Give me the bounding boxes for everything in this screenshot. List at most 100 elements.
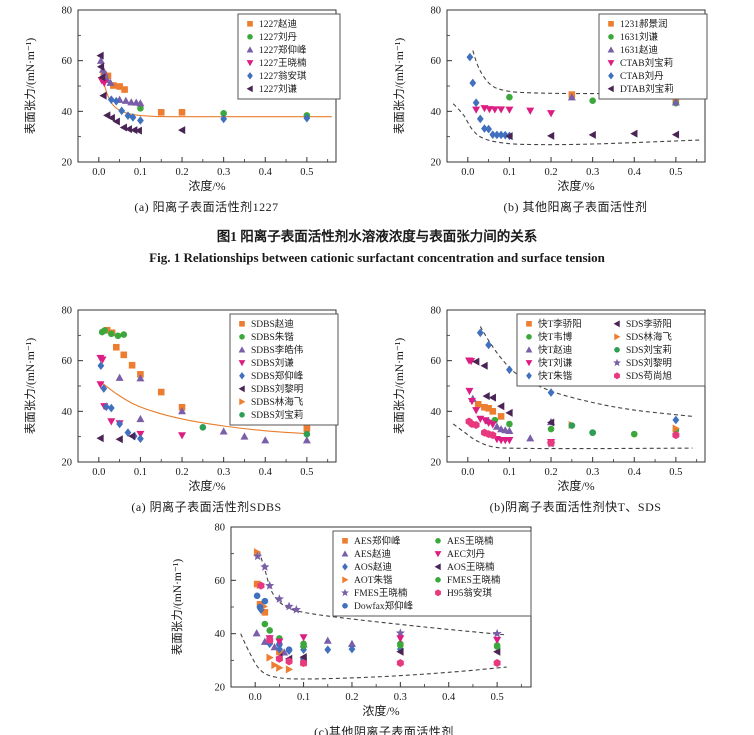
series-1631赵迪 (567, 93, 680, 106)
solid-curve (100, 381, 307, 435)
series-SDS林海飞 (568, 421, 680, 433)
svg-text:60: 60 (215, 576, 226, 587)
series-CTAB刘丹 (466, 52, 513, 141)
svg-text:0.3: 0.3 (586, 167, 599, 178)
legend-label: CTAB刘丹 (620, 70, 664, 82)
chart-1a-plot: 20 40 60 80 0.0 0.1 0.2 0.3 0.4 0.5 浓度/% 表面张力/(mN·m… (20, 2, 365, 198)
series-SDBS朱锴 (98, 327, 128, 340)
svg-text:80: 80 (431, 6, 442, 17)
svg-text:0.0: 0.0 (461, 467, 474, 478)
chart-1b-subcaption: (b) 其他阳离子表面活性剂 (503, 200, 648, 214)
svg-text:20: 20 (62, 158, 73, 169)
svg-text:0.5: 0.5 (669, 167, 682, 178)
svg-text:0.3: 0.3 (586, 467, 599, 478)
legend-label: SDS刘宝莉 (626, 344, 672, 356)
svg-text:20: 20 (431, 458, 442, 469)
chart-svg: 20 40 60 80 0.0 0.1 0.2 0.3 0.4 0.5 浓度/% 表面张力/(mN·m… (392, 6, 708, 193)
figure2-row-top: 20 40 60 80 0.0 0.1 0.2 0.3 0.4 0.5 浓度/% 表面张力/(mN·m… (0, 302, 754, 515)
series-快T朱锴 (476, 328, 680, 425)
chart-svg: 20 40 60 80 0.0 0.1 0.2 0.3 0.4 0.5 浓度/% 表面张力/(mN·m… (392, 306, 706, 493)
legend-label: SDBS李皓伟 (251, 344, 303, 356)
svg-text:40: 40 (215, 629, 226, 640)
legend-label: 1227翁安琪 (259, 70, 307, 82)
svg-text:0.4: 0.4 (628, 167, 642, 178)
y-axis-label: 表面张力/(mN·m⁻¹) (23, 38, 37, 135)
svg-text:0.5: 0.5 (491, 692, 504, 703)
legend-label: SDBS赵迪 (251, 318, 294, 330)
chart-1b-plot: 20 40 60 80 0.0 0.1 0.2 0.3 0.4 0.5 浓度/% 表面张力/(mN·m… (389, 2, 734, 198)
chart-svg: 20 40 60 80 0.0 0.1 0.2 0.3 0.4 0.5 浓度/% 表面张力/(mN·m… (23, 6, 341, 193)
svg-text:40: 40 (431, 407, 442, 418)
svg-text:0.5: 0.5 (669, 467, 682, 478)
legend-label: AOT朱锴 (354, 574, 393, 586)
legend-label: CTAB刘宝莉 (620, 57, 673, 69)
svg-text:0.1: 0.1 (134, 167, 147, 178)
legend-label: SDS刘黎明 (626, 357, 672, 369)
svg-text:40: 40 (62, 107, 73, 118)
legend-label: AEC刘丹 (447, 548, 485, 560)
svg-text:80: 80 (431, 306, 442, 317)
legend-label: SDBS林海飞 (251, 396, 304, 408)
svg-text:40: 40 (431, 107, 442, 118)
svg-text:0.4: 0.4 (259, 467, 273, 478)
legend-label: DTAB刘宝莉 (620, 83, 674, 95)
axes: 20 40 60 80 0.0 0.1 0.2 0.3 0.4 0.5 浓度/% 表面张力/(mN·m… (170, 523, 532, 718)
dashed-curve (452, 423, 693, 450)
chart-1b-cationic-other: 20 40 60 80 0.0 0.1 0.2 0.3 0.4 0.5 浓度/% 表面张力/(mN·m… (389, 2, 734, 215)
x-axis-label: 浓度/% (362, 703, 399, 718)
svg-text:0.2: 0.2 (544, 167, 557, 178)
legend-label: 1227郑仰峰 (259, 44, 307, 56)
svg-text:80: 80 (62, 306, 73, 317)
figure1-caption-en: Fig. 1 Relationships between cationic su… (149, 250, 605, 265)
series-AOS王晓楠 (275, 647, 501, 663)
series-SDS李骄阳 (472, 357, 555, 427)
svg-text:0.2: 0.2 (345, 692, 358, 703)
chart-svg: 20 40 60 80 0.0 0.1 0.2 0.3 0.4 0.5 浓度/% 表面张力/(mN·m… (23, 306, 339, 493)
series-SDBS李皓伟 (115, 373, 311, 444)
y-axis-label: 表面张力/(mN·m⁻¹) (392, 338, 406, 435)
series-DTAB刘宝莉 (505, 129, 680, 141)
legend: 快T李骄阳快T韦博快T赵迪快T刘谦快T朱锴SDS李骄阳SDS林海飞SDS刘宝莉S… (516, 313, 706, 387)
svg-text:60: 60 (62, 56, 73, 67)
legend-label: SDBS刘宝莉 (251, 409, 303, 421)
axes: 20 40 60 80 0.0 0.1 0.2 0.3 0.4 0.5 浓度/% 表面张力/(mN·m… (392, 6, 706, 193)
dashed-curve (240, 633, 507, 680)
legend-label: 快T李骄阳 (538, 318, 582, 330)
chart-svg: 20 40 60 80 0.0 0.1 0.2 0.3 0.4 0.5 浓度/% 表面张力/(mN·m… (170, 523, 532, 718)
svg-text:80: 80 (62, 6, 73, 17)
x-axis-label: 浓度/% (188, 178, 225, 193)
series-FMES王晓楠 (300, 642, 501, 650)
y-axis-label: 表面张力/(mN·m⁻¹) (392, 38, 406, 135)
svg-text:0.2: 0.2 (175, 167, 188, 178)
series-SDS刘宝莉 (568, 422, 596, 436)
chart-2c-plot: 20 40 60 80 0.0 0.1 0.2 0.3 0.4 0.5 浓度/% 表面张力/(mN·m… (167, 519, 587, 723)
svg-text:0.1: 0.1 (503, 167, 516, 178)
y-axis-label: 表面张力/(mN·m⁻¹) (23, 338, 37, 435)
legend-label: AOS王晓楠 (447, 561, 495, 573)
svg-text:0.0: 0.0 (461, 167, 474, 178)
legend-label: AES赵迪 (354, 548, 391, 560)
legend-label: 快T刘谦 (538, 357, 573, 369)
legend: AES郑仰峰AES赵迪AOS赵迪AOT朱锴FMES王晓楠Dowfax郑仰峰AES… (332, 530, 532, 617)
svg-text:0.2: 0.2 (175, 467, 188, 478)
svg-text:20: 20 (62, 458, 73, 469)
chart-2a-plot: 20 40 60 80 0.0 0.1 0.2 0.3 0.4 0.5 浓度/% 表面张力/(mN·m… (20, 302, 365, 498)
svg-text:60: 60 (431, 356, 442, 367)
legend-label: SDBS刘黎明 (251, 383, 303, 395)
legend-label: SDS苟尚旭 (626, 370, 672, 382)
dashed-curve (452, 103, 701, 146)
legend-label: 1227王晓楠 (259, 57, 307, 69)
x-axis-label: 浓度/% (188, 478, 225, 493)
svg-text:0.2: 0.2 (544, 467, 557, 478)
chart-2c-anionic-other: 20 40 60 80 0.0 0.1 0.2 0.3 0.4 0.5 浓度/% 表面张力/(mN·m… (167, 519, 587, 735)
series-AEC刘丹 (265, 634, 502, 646)
svg-text:0.0: 0.0 (92, 467, 105, 478)
legend-label: AES王晓楠 (447, 535, 494, 547)
legend-label: SDBS郑仰峰 (251, 370, 304, 382)
chart-2b-anionic-kuait-sds: 20 40 60 80 0.0 0.1 0.2 0.3 0.4 0.5 浓度/% 表面张力/(mN·m… (389, 302, 734, 515)
svg-text:40: 40 (62, 407, 73, 418)
series-1227翁安琪 (107, 95, 311, 125)
